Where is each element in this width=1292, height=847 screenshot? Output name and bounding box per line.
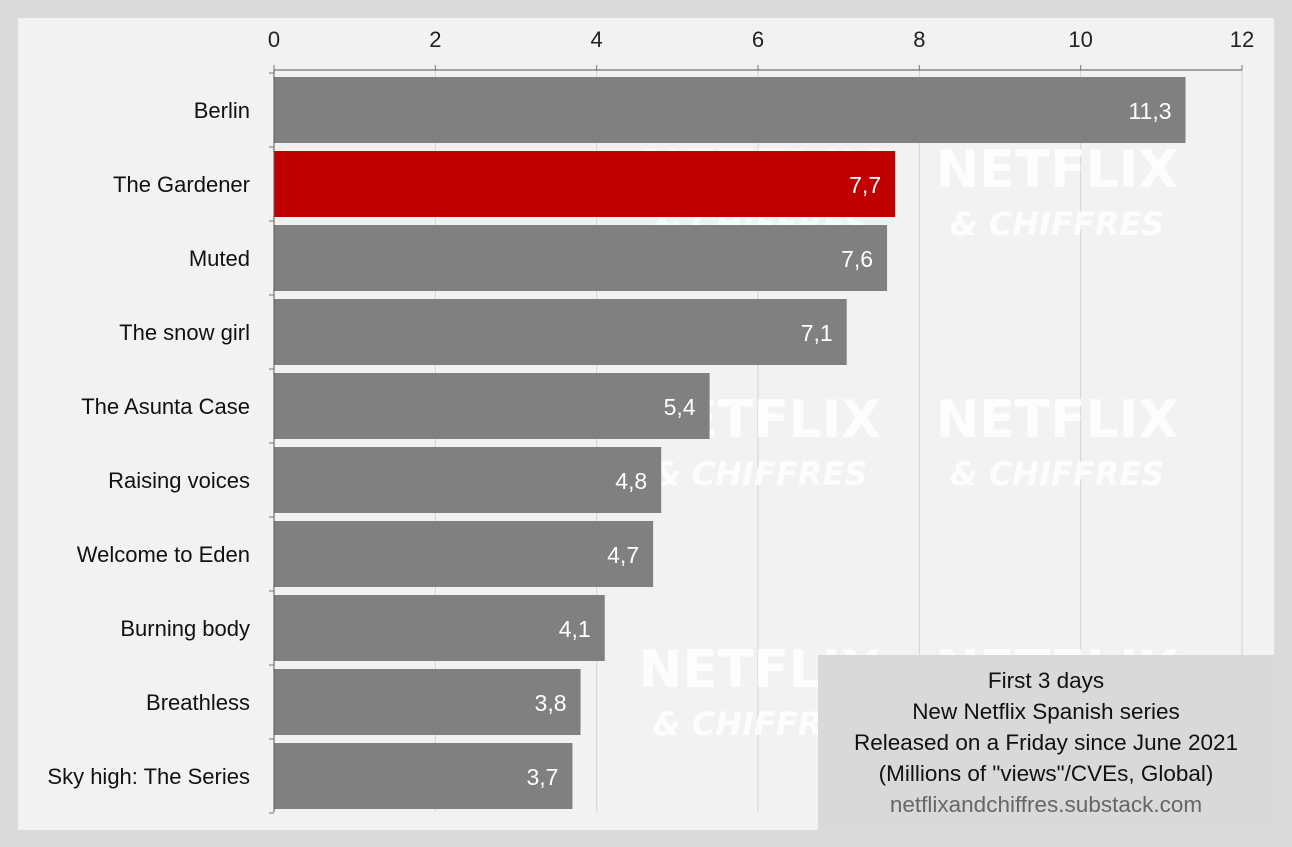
info-line-3: Released on a Friday since June 2021	[854, 730, 1238, 755]
value-label: 4,8	[615, 468, 647, 494]
category-label: Sky high: The Series	[47, 764, 250, 789]
info-box: First 3 days New Netflix Spanish series …	[818, 655, 1274, 830]
bar	[274, 373, 710, 439]
bar	[274, 299, 847, 365]
value-label: 7,7	[849, 172, 881, 198]
value-label: 4,1	[559, 616, 591, 642]
watermark-chiffres: & CHIFFRES	[950, 455, 1164, 493]
watermark-netflix: NETFLIX	[936, 390, 1179, 450]
bar	[274, 77, 1186, 143]
source-url: netflixandchiffres.substack.com	[889, 792, 1203, 817]
value-label: 3,8	[535, 690, 567, 716]
watermark-chiffres: & CHIFFRES	[653, 455, 867, 493]
category-label: The Asunta Case	[81, 394, 250, 419]
bar	[274, 151, 896, 217]
value-label: 7,1	[801, 320, 833, 346]
bar	[274, 225, 888, 291]
x-tick-label: 10	[1068, 27, 1092, 52]
category-label: Raising voices	[108, 468, 250, 493]
category-label: The Gardener	[113, 172, 250, 197]
category-label: Muted	[189, 246, 250, 271]
value-label: 3,7	[526, 764, 558, 790]
category-label: Berlin	[194, 98, 250, 123]
value-label: 7,6	[841, 246, 873, 272]
category-label: Breathless	[146, 690, 250, 715]
axes: 0 2 4 6 8 10 12	[268, 27, 1254, 814]
x-tick-label: 12	[1230, 27, 1254, 52]
watermark-chiffres: & CHIFFRES	[950, 205, 1164, 243]
bar	[274, 447, 662, 513]
bar	[274, 521, 654, 587]
x-tick-label: 0	[268, 27, 280, 52]
category-label: Burning body	[120, 616, 250, 641]
value-label: 5,4	[664, 394, 696, 420]
bar	[274, 743, 573, 809]
value-label: 4,7	[607, 542, 639, 568]
value-label: 11,3	[1128, 98, 1171, 124]
category-label: Welcome to Eden	[77, 542, 250, 567]
info-line-2: New Netflix Spanish series	[912, 699, 1180, 724]
info-line-1: First 3 days	[987, 668, 1105, 693]
x-tick-label: 8	[913, 27, 925, 52]
x-tick-label: 6	[752, 27, 764, 52]
category-label: The snow girl	[119, 320, 250, 345]
x-tick-label: 4	[591, 27, 603, 52]
bars: Berlin 11,3 The Gardener 7,7 Muted 7,6 The sno…	[47, 77, 1186, 809]
watermark-netflix: NETFLIX	[936, 140, 1179, 200]
x-tick-label: 2	[429, 27, 441, 52]
bar	[274, 595, 605, 661]
bar	[274, 669, 581, 735]
info-line-4: (Millions of "views"/CVEs, Global)	[878, 761, 1214, 786]
